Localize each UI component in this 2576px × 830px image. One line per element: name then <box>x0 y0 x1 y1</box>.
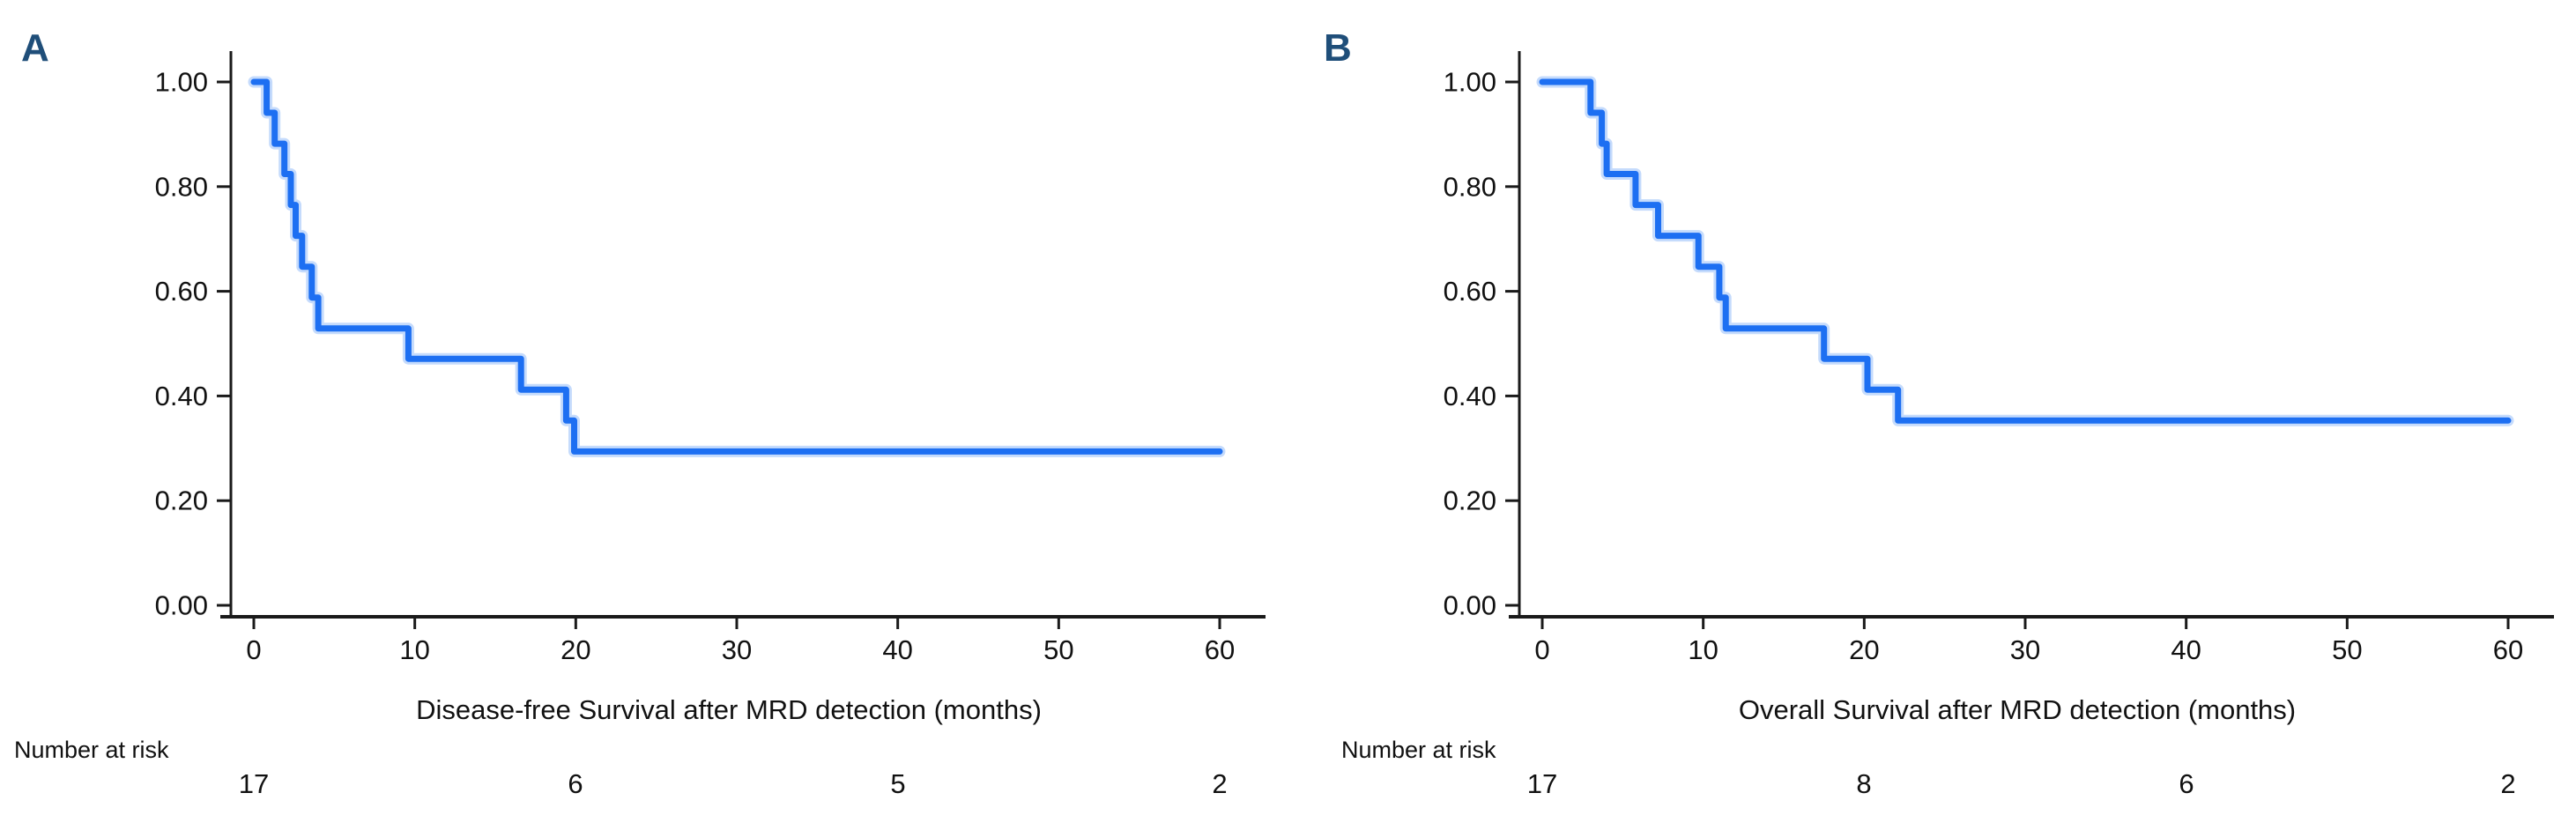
number-at-risk-label: Number at risk <box>14 737 169 763</box>
risk-count-month-60: 2 <box>2500 768 2516 799</box>
risk-count-month-20: 8 <box>1856 768 1872 799</box>
panel-a: 1.00 0.80 0.60 0.40 0.20 0.00 0 10 20 30 40 50 60 A … <box>14 26 1266 799</box>
x-tick-label: 0 <box>246 634 261 665</box>
x-tick-label: 60 <box>2493 634 2523 665</box>
panel-a-label: A <box>21 26 50 70</box>
y-tick-label: 0.60 <box>155 276 208 307</box>
x-tick-label: 0 <box>1534 634 1549 665</box>
y-tick-label: 0.80 <box>155 171 208 202</box>
panel-b: 1.00 0.80 0.60 0.40 0.20 0.00 0 10 20 30 40 50 60 B … <box>1288 0 2576 830</box>
y-tick-label: 0.60 <box>1444 276 1496 307</box>
number-at-risk-label: Number at risk <box>1341 737 1496 763</box>
risk-count-month-0: 17 <box>238 768 270 799</box>
x-tick-label: 40 <box>882 634 912 665</box>
x-tick-label: 10 <box>1688 634 1718 665</box>
y-tick-label: 0.00 <box>1444 590 1496 621</box>
x-tick-label: 50 <box>1043 634 1073 665</box>
risk-count-month-20: 6 <box>568 768 583 799</box>
km-chart-os: 1.00 0.80 0.60 0.40 0.20 0.00 0 10 20 30 40 50 60 <box>1444 51 2554 665</box>
x-tick-label: 20 <box>560 634 590 665</box>
x-axis-title-dfs: Disease-free Survival after MRD detectio… <box>416 694 1042 725</box>
y-tick-label: 0.40 <box>1444 381 1496 411</box>
risk-count-month-60: 2 <box>1212 768 1228 799</box>
survival-curve-halo <box>248 76 1226 457</box>
y-tick-label: 1.00 <box>1444 67 1496 98</box>
y-tick-label: 0.20 <box>155 485 208 516</box>
km-chart-dfs: 1.00 0.80 0.60 0.40 0.20 0.00 0 10 20 30 40 50 60 <box>155 51 1266 665</box>
survival-curve <box>250 78 1223 455</box>
x-axis-title-os: Overall Survival after MRD detection (mo… <box>1738 694 2297 725</box>
survival-curve-halo <box>1536 76 2514 426</box>
x-tick-label: 20 <box>1849 634 1879 665</box>
x-tick-label: 30 <box>722 634 752 665</box>
x-tick-label: 40 <box>2171 634 2201 665</box>
y-tick-label: 0.80 <box>1444 171 1496 202</box>
y-tick-label: 0.00 <box>155 590 208 621</box>
risk-count-month-40: 5 <box>890 768 906 799</box>
survival-curve <box>1539 78 2512 424</box>
y-tick-label: 0.40 <box>155 381 208 411</box>
x-tick-label: 10 <box>399 634 429 665</box>
y-tick-label: 0.20 <box>1444 485 1496 516</box>
risk-count-month-40: 6 <box>2179 768 2194 799</box>
x-tick-label: 50 <box>2332 634 2362 665</box>
x-tick-label: 60 <box>1205 634 1235 665</box>
x-tick-label: 30 <box>2010 634 2040 665</box>
risk-count-month-0: 17 <box>1526 768 1558 799</box>
panel-b-label: B <box>1324 26 1353 70</box>
y-tick-label: 1.00 <box>155 67 208 98</box>
